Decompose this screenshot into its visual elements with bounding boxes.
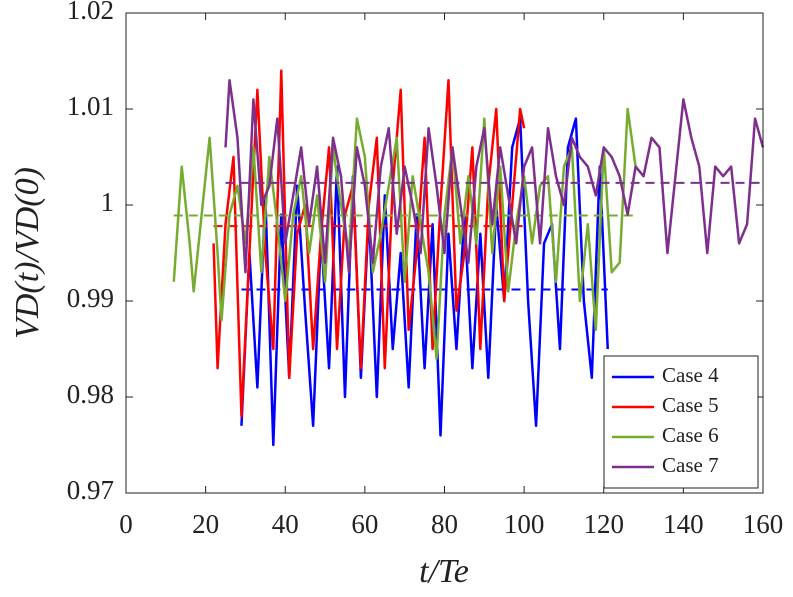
x-tick-label: 40 (272, 509, 299, 539)
y-tick-label: 1.01 (67, 91, 114, 121)
y-tick-label: 1.02 (67, 0, 114, 25)
y-tick-label: 1 (101, 187, 115, 217)
y-axis-label: VD(t)/VD(0) (9, 167, 46, 339)
x-tick-label: 60 (351, 509, 378, 539)
y-tick-label: 0.97 (67, 475, 114, 505)
x-tick-label: 120 (584, 509, 625, 539)
x-tick-label: 20 (192, 509, 219, 539)
legend-label: Case 4 (662, 363, 719, 387)
legend-label: Case 6 (662, 423, 719, 447)
x-tick-label: 80 (431, 509, 458, 539)
series-line (224, 78, 765, 274)
y-tick-label: 0.99 (67, 283, 114, 313)
plot-frame (125, 12, 764, 494)
legend-label: Case 5 (662, 393, 719, 417)
y-tick-label: 0.98 (67, 379, 114, 409)
x-tick-label: 0 (119, 509, 133, 539)
x-tick-label: 140 (663, 509, 704, 539)
x-tick-label: 100 (504, 509, 545, 539)
x-tick-label: 160 (743, 509, 784, 539)
x-axis-label: t/Te (419, 553, 469, 590)
legend-label: Case 7 (662, 453, 719, 477)
series-line (240, 117, 609, 447)
